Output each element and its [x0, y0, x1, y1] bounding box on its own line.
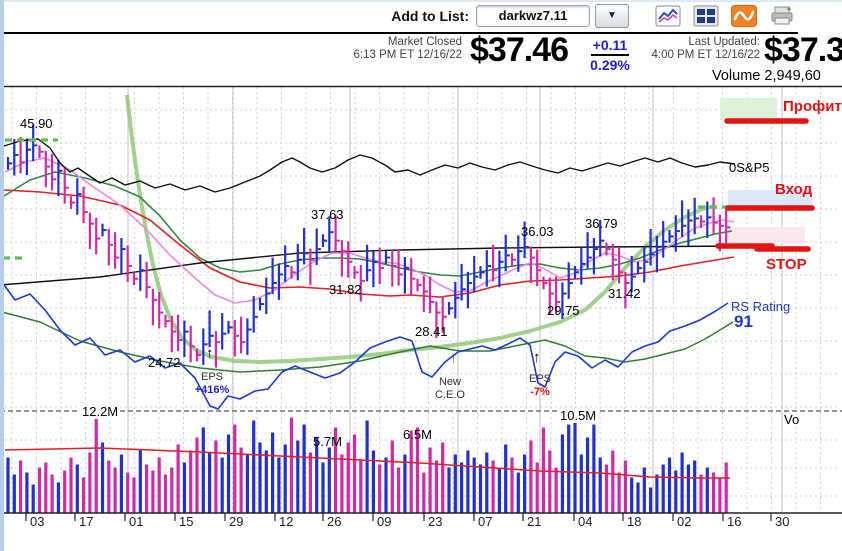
trade-annotation-zones [720, 98, 812, 244]
rs-ma-line [1, 311, 734, 373]
price-callout: 28.41 [415, 324, 448, 339]
price-callout: 29.75 [547, 303, 580, 318]
date-label: 29 [229, 514, 244, 529]
date-label: 09 [377, 514, 392, 529]
sp500-line [3, 138, 736, 193]
list-name-input[interactable] [476, 4, 590, 27]
date-label: 17 [79, 514, 94, 529]
add-to-list-label: Add to List: [391, 7, 469, 24]
sp500-line-label: 0S&P5 [729, 160, 770, 175]
up-arrow-icon: ↑ [533, 349, 541, 366]
volume-readout: Volume 2,949,60 [712, 68, 821, 84]
last-price: $37.46 [470, 31, 569, 69]
date-label: 15 [179, 514, 194, 529]
pane-borders [0, 85, 842, 514]
date-label: 30 [775, 514, 790, 529]
trade-annotation-lines[interactable] [715, 118, 815, 252]
price-change-percent: 0.29% [590, 57, 630, 73]
eps-annotation-line2: -7% [530, 386, 550, 398]
eps-annotation: EPS +416% [188, 371, 236, 397]
date-label: 16 [727, 514, 742, 529]
market-status-block: Market Closed 6:13 PM ET 12/16/22 [300, 36, 462, 62]
toolbar: Add to List: ▼ [0, 0, 842, 31]
bottom-clip-mask [0, 528, 842, 551]
volume-callout: 6.5M [403, 427, 432, 442]
date-label: 18 [627, 514, 642, 529]
price-callout: 36.03 [521, 224, 554, 239]
volume-callout: 10.5M [558, 408, 599, 423]
up-arrow-icon: ↑ [206, 345, 214, 362]
ceo-annotation-line1: New [438, 376, 461, 388]
market-time: 6:13 PM ET 12/16/22 [353, 49, 462, 61]
ceo-annotation-line2: C.E.O [435, 389, 465, 401]
volume-bars [6, 412, 728, 513]
date-label: 03 [30, 514, 45, 529]
date-label: 21 [527, 514, 542, 529]
chevron-down-icon: ▼ [607, 10, 617, 21]
after-hours-price: $37.35 [764, 31, 842, 69]
volume-ma-line [4, 447, 730, 479]
window-left-edge [0, 0, 4, 551]
date-label: 01 [129, 514, 144, 529]
window-top-edge [0, 0, 842, 2]
month-lines [127, 87, 783, 512]
date-label: 26 [327, 514, 342, 529]
price-callout: 31.42 [608, 286, 641, 301]
price-callout: 36.79 [585, 216, 618, 231]
last-updated-time: 4:00 PM ET 12/16/22 [651, 49, 760, 61]
price-callout: 31.82 [329, 282, 362, 297]
price-candles [6, 124, 731, 368]
price-callout: 37.63 [311, 207, 344, 222]
stop-annotation-label[interactable]: STOP [766, 256, 807, 273]
rs-rating-label: RS Rating [731, 299, 791, 314]
date-label: 07 [478, 514, 493, 529]
price-callout: 45.90 [20, 116, 53, 131]
up-arrow-icon: ↑ [450, 349, 458, 366]
eps-annotation-line1: EPS [200, 371, 223, 383]
ma-green-line [3, 171, 733, 277]
rs-rating-value: 91 [734, 312, 753, 331]
date-label: 02 [677, 514, 692, 529]
last-updated-label: Last Updated: [688, 36, 760, 48]
date-ticks [25, 513, 772, 521]
volume-pane-label: Vo [784, 412, 800, 427]
volume-callout: 12.2M [80, 404, 121, 419]
eps-annotation-line2: +416% [194, 384, 230, 396]
ma-200day-line [125, 94, 715, 364]
grid [5, 87, 838, 512]
profit-annotation-label[interactable]: Профит [783, 98, 842, 115]
rs-line [1, 281, 729, 410]
eps-annotation-line1: EPS [528, 373, 551, 385]
marketsmith-logo-icon[interactable] [731, 4, 757, 27]
last-updated-block: Last Updated: 4:00 PM ET 12/16/22 [608, 36, 760, 62]
ceo-annotation: New C.E.O [426, 376, 474, 402]
date-label: 23 [428, 514, 443, 529]
date-label: 12 [279, 514, 294, 529]
trend-line [0, 245, 741, 286]
market-status: Market Closed [387, 36, 462, 48]
list-dropdown-button[interactable]: ▼ [595, 3, 629, 28]
date-label: 04 [578, 514, 593, 529]
toolbar-divider [0, 32, 798, 34]
price-change-block: +0.11 0.29% [585, 37, 635, 73]
volume-callout: 5.7M [313, 434, 342, 449]
price-change: +0.11 [590, 37, 630, 56]
eps-annotation: EPS -7% [518, 373, 562, 399]
print-icon[interactable] [769, 5, 795, 27]
price-callout: 24.72 [148, 355, 181, 370]
chart-view-icon[interactable] [655, 5, 681, 27]
ma-pink-line [4, 157, 735, 304]
entry-annotation-label[interactable]: Вход [775, 181, 813, 198]
grid-view-icon[interactable] [693, 5, 719, 27]
